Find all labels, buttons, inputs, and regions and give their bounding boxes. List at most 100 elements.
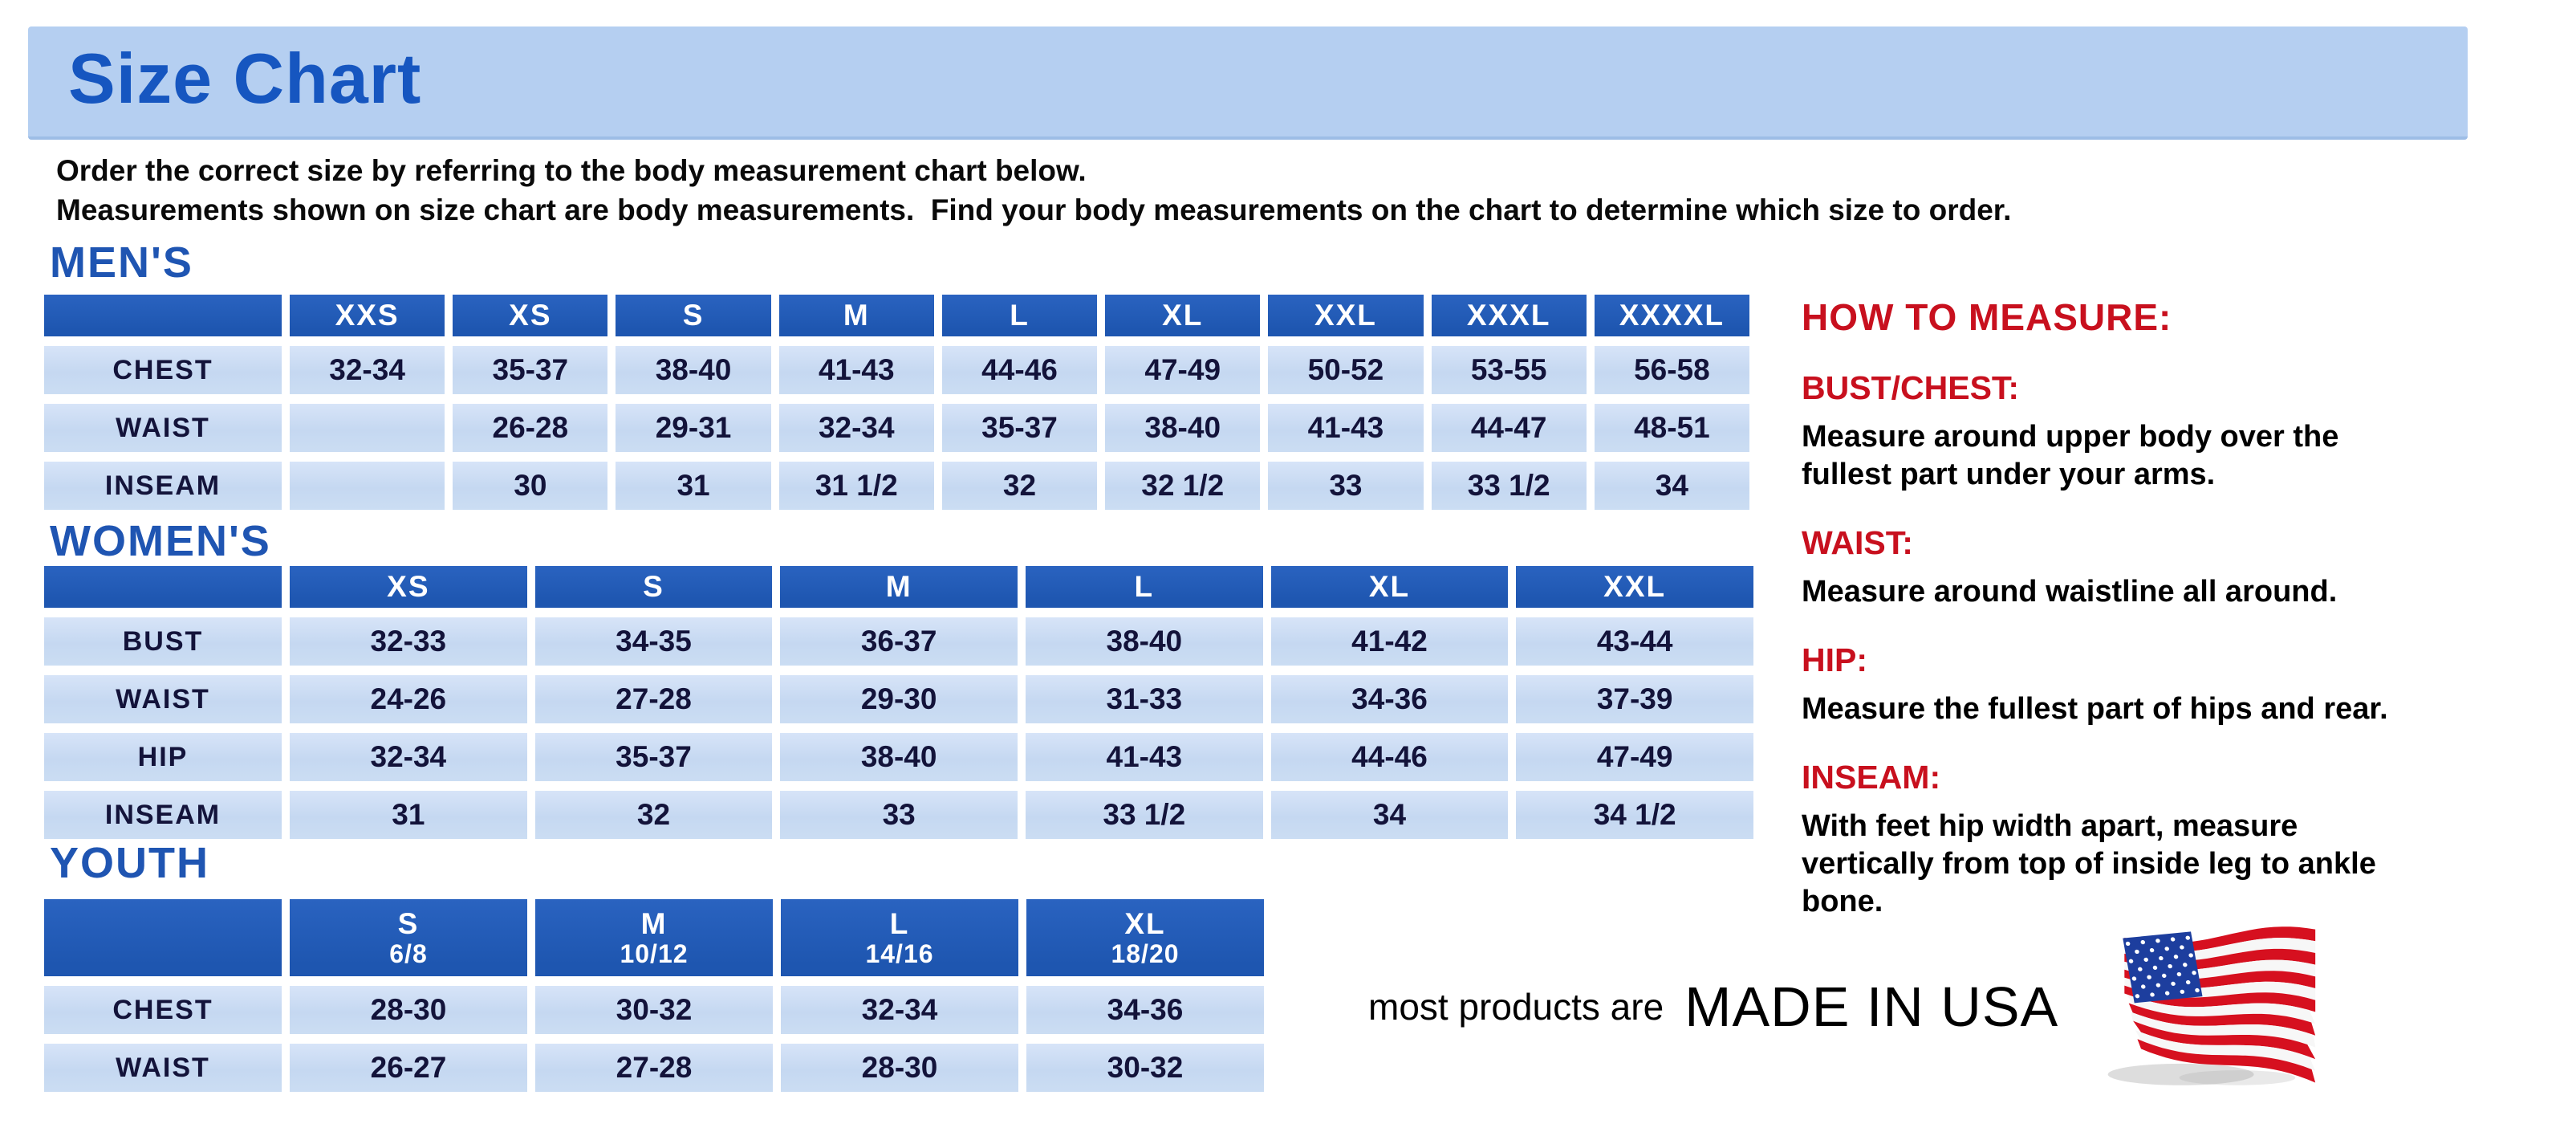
size-value-cell: 35-37 [453,346,608,394]
size-range: 10/12 [620,939,689,968]
size-value-cell: 38-40 [780,733,1018,781]
size-value-cell: 37-39 [1516,675,1753,723]
column-header-cell: XL [1270,566,1509,608]
size-value-cell [290,462,445,510]
size-value-cell: 31 1/2 [778,462,934,510]
size-value-cell: 32-34 [778,404,934,452]
column-header-cell: M [778,295,934,336]
size-value-cell: 30-32 [1026,1044,1264,1092]
measure-label: INSEAM: [1802,759,1941,796]
row-label-cell: CHEST [44,346,282,394]
measure-label: BUST/CHEST: [1802,369,2020,406]
column-header-cell: M 10/12 [535,899,773,976]
column-header-cell: XS [290,566,527,608]
size-value-cell: 34 [1270,791,1509,839]
womens-size-table: XS S M L XL XXL BUST 32-33 34-35 36-37 38-40 41-42 4… [44,566,1753,839]
mens-size-table: XXS XS S M L XL XXL XXXL XXXXL CHEST 32-34 35-37 38-… [44,295,1749,510]
measure-text: Measure the fullest part of hips and rea… [1802,692,2388,726]
size-value-cell: 44-47 [1431,404,1587,452]
size-value-cell: 44-46 [941,346,1098,394]
row-label-cell: HIP [44,733,282,781]
size-value-cell: 29-31 [616,404,771,452]
size-value-cell: 38-40 [1025,617,1263,666]
size-label: XL [1124,906,1166,940]
column-header-cell: L 14/16 [781,899,1018,976]
size-value-cell: 44-46 [1270,733,1509,781]
size-value-cell: 35-37 [941,404,1098,452]
corner-header-cell [44,566,282,608]
size-value-cell: 41-43 [1025,733,1263,781]
size-value-cell: 26-28 [453,404,608,452]
column-header-cell: L [941,295,1098,336]
size-value-cell: 28-30 [290,986,527,1034]
size-value-cell: 27-28 [534,675,773,723]
size-value-cell: 31 [616,462,771,510]
size-value-cell: 27-28 [535,1044,773,1092]
size-value-cell: 30 [453,462,608,510]
size-value-cell: 34-36 [1270,675,1509,723]
size-label: S [397,906,420,940]
size-value-cell: 32-34 [290,346,445,394]
row-label-cell: INSEAM [44,791,282,839]
size-value-cell: 32-33 [290,617,527,666]
size-value-cell: 43-44 [1516,617,1753,666]
row-label-cell: INSEAM [44,462,282,510]
row-label-cell: CHEST [44,986,282,1034]
intro-line-2: Measurements shown on size chart are bod… [56,193,2012,226]
size-value-cell: 34 1/2 [1516,791,1753,839]
how-to-measure-heading: HOW TO MEASURE: [1802,296,2172,338]
column-header-cell: XL [1105,295,1261,336]
size-value-cell: 24-26 [290,675,527,723]
corner-header-cell [44,295,282,336]
size-value-cell: 33 [780,791,1018,839]
column-header-cell: XL 18/20 [1026,899,1264,976]
column-header-cell: XXXXL [1594,295,1749,336]
size-range: 6/8 [389,939,428,968]
size-value-cell: 34-36 [1026,986,1264,1034]
page-title: Size Chart [68,39,422,118]
column-header-cell: XXL [1516,566,1753,608]
size-range: 14/16 [865,939,934,968]
size-value-cell: 38-40 [616,346,771,394]
size-value-cell: 32 1/2 [1105,462,1261,510]
size-value-cell: 38-40 [1105,404,1261,452]
size-value-cell: 33 1/2 [1431,462,1587,510]
column-header-cell: S 6/8 [290,899,527,976]
size-value-cell: 41-42 [1270,617,1509,666]
size-value-cell: 48-51 [1594,404,1749,452]
intro-line-1: Order the correct size by referring to t… [56,154,1087,187]
size-value-cell: 32-34 [781,986,1018,1034]
size-value-cell: 32 [941,462,1098,510]
size-value-cell: 33 [1268,462,1424,510]
size-value-cell: 34 [1594,462,1749,510]
measure-label: WAIST: [1802,524,1913,561]
section-heading-mens: MEN'S [50,238,193,287]
row-label-cell: WAIST [44,404,282,452]
size-value-cell: 33 1/2 [1025,791,1263,839]
size-value-cell: 32 [534,791,773,839]
youth-size-table: S 6/8 M 10/12 L 14/16 XL 18/20 CHEST 28-30 30-32 32… [44,899,1264,1092]
size-value-cell: 35-37 [534,733,773,781]
size-value-cell: 26-27 [290,1044,527,1092]
column-header-cell: S [534,566,773,608]
size-value-cell: 53-55 [1431,346,1587,394]
size-value-cell: 50-52 [1268,346,1424,394]
measure-text: Measure around waistline all around. [1802,575,2338,609]
size-value-cell: 47-49 [1105,346,1261,394]
footer-prefix: most products are [1368,986,1664,1028]
how-to-measure-items: BUST/CHEST: Measure around upper body ove… [1802,369,2444,921]
size-label: L [889,906,910,940]
usa-flag-icon [2094,922,2334,1092]
size-value-cell: 36-37 [780,617,1018,666]
corner-header-cell [44,899,282,976]
size-value-cell: 34-35 [534,617,773,666]
size-value-cell: 41-43 [778,346,934,394]
measure-text: Measure around upper body over the fulle… [1802,420,2339,491]
how-to-measure-panel: HOW TO MEASURE: BUST/CHEST: Measure aroun… [1802,295,2444,921]
measure-text: With feet hip width apart, measure verti… [1802,809,2376,918]
column-header-cell: XXXL [1431,295,1587,336]
size-range: 18/20 [1111,939,1180,968]
column-header-cell: XXL [1268,295,1424,336]
size-label: M [640,906,668,940]
size-value-cell: 32-34 [290,733,527,781]
